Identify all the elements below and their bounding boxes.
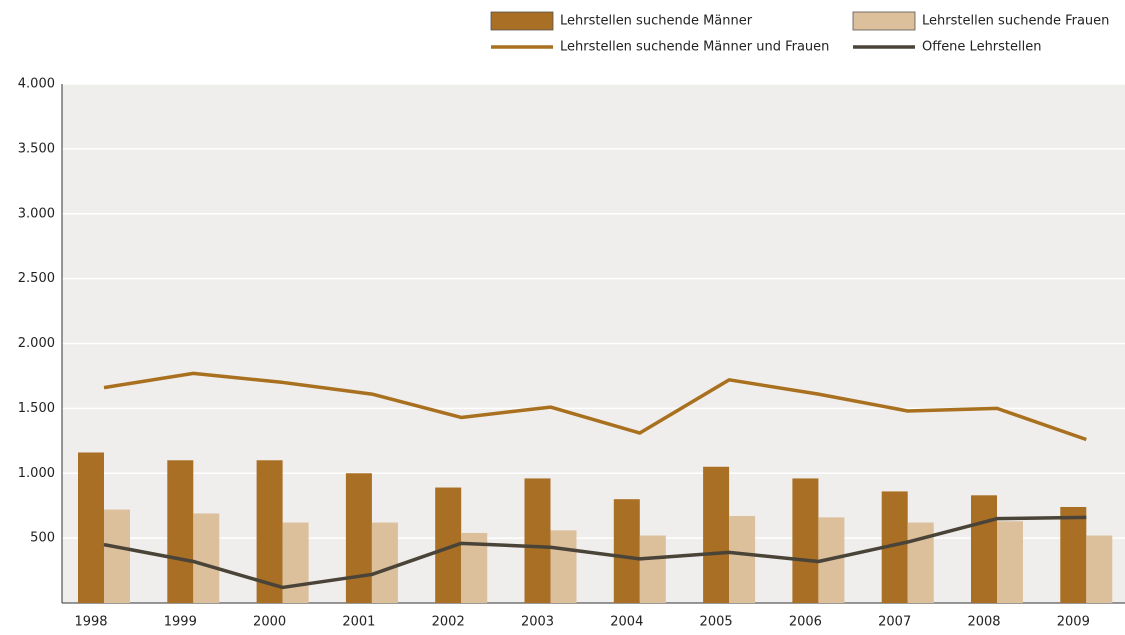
bar bbox=[524, 478, 551, 603]
legend-label: Lehrstellen suchende Männer und Frauen bbox=[560, 40, 829, 55]
legend-label: Lehrstellen suchende Frauen bbox=[922, 14, 1109, 29]
x-tick-label: 2007 bbox=[878, 615, 911, 630]
bar bbox=[193, 513, 220, 603]
y-tick-label: 1.000 bbox=[18, 466, 55, 481]
y-tick-label: 3.500 bbox=[18, 141, 55, 156]
x-tick-label: 2003 bbox=[521, 615, 554, 630]
y-tick-label: 4.000 bbox=[18, 77, 55, 92]
legend-label: Lehrstellen suchende Männer bbox=[560, 14, 753, 29]
x-tick-label: 2008 bbox=[967, 615, 1000, 630]
bar bbox=[550, 530, 577, 603]
bar bbox=[639, 535, 666, 603]
bar bbox=[256, 460, 283, 603]
y-tick-label: 3.000 bbox=[18, 206, 55, 221]
bar bbox=[971, 495, 997, 603]
bar bbox=[792, 478, 819, 603]
bar bbox=[613, 499, 640, 603]
y-tick-label: 2.500 bbox=[18, 271, 55, 286]
y-tick-label: 1.500 bbox=[18, 401, 55, 416]
line bbox=[103, 371, 1087, 442]
bar bbox=[167, 460, 194, 603]
bar bbox=[282, 522, 309, 603]
bar bbox=[1060, 506, 1087, 603]
bar bbox=[729, 516, 756, 603]
line bbox=[103, 515, 1087, 590]
bar bbox=[345, 473, 372, 603]
y-tick-label: 2.000 bbox=[18, 336, 55, 351]
x-tick-label: 2002 bbox=[432, 615, 465, 630]
x-tick-label: 2006 bbox=[789, 615, 822, 630]
x-tick-label: 2000 bbox=[253, 615, 286, 630]
legend-label: Offene Lehrstellen bbox=[922, 40, 1041, 55]
bar bbox=[78, 452, 104, 603]
x-tick-label: 2005 bbox=[700, 615, 733, 630]
x-tick-label: 2001 bbox=[342, 615, 375, 630]
x-tick-label: 1999 bbox=[164, 615, 197, 630]
y-tick-label: 500 bbox=[30, 531, 55, 546]
x-tick-label: 1998 bbox=[74, 615, 107, 630]
bar bbox=[371, 522, 398, 603]
x-tick-label: 2009 bbox=[1057, 615, 1090, 630]
legend-swatch bbox=[490, 11, 554, 31]
legend-swatch bbox=[852, 11, 916, 31]
bar bbox=[104, 509, 130, 603]
x-tick-label: 2004 bbox=[610, 615, 643, 630]
bar bbox=[703, 466, 730, 603]
bar bbox=[1086, 535, 1113, 603]
bar bbox=[997, 521, 1023, 603]
